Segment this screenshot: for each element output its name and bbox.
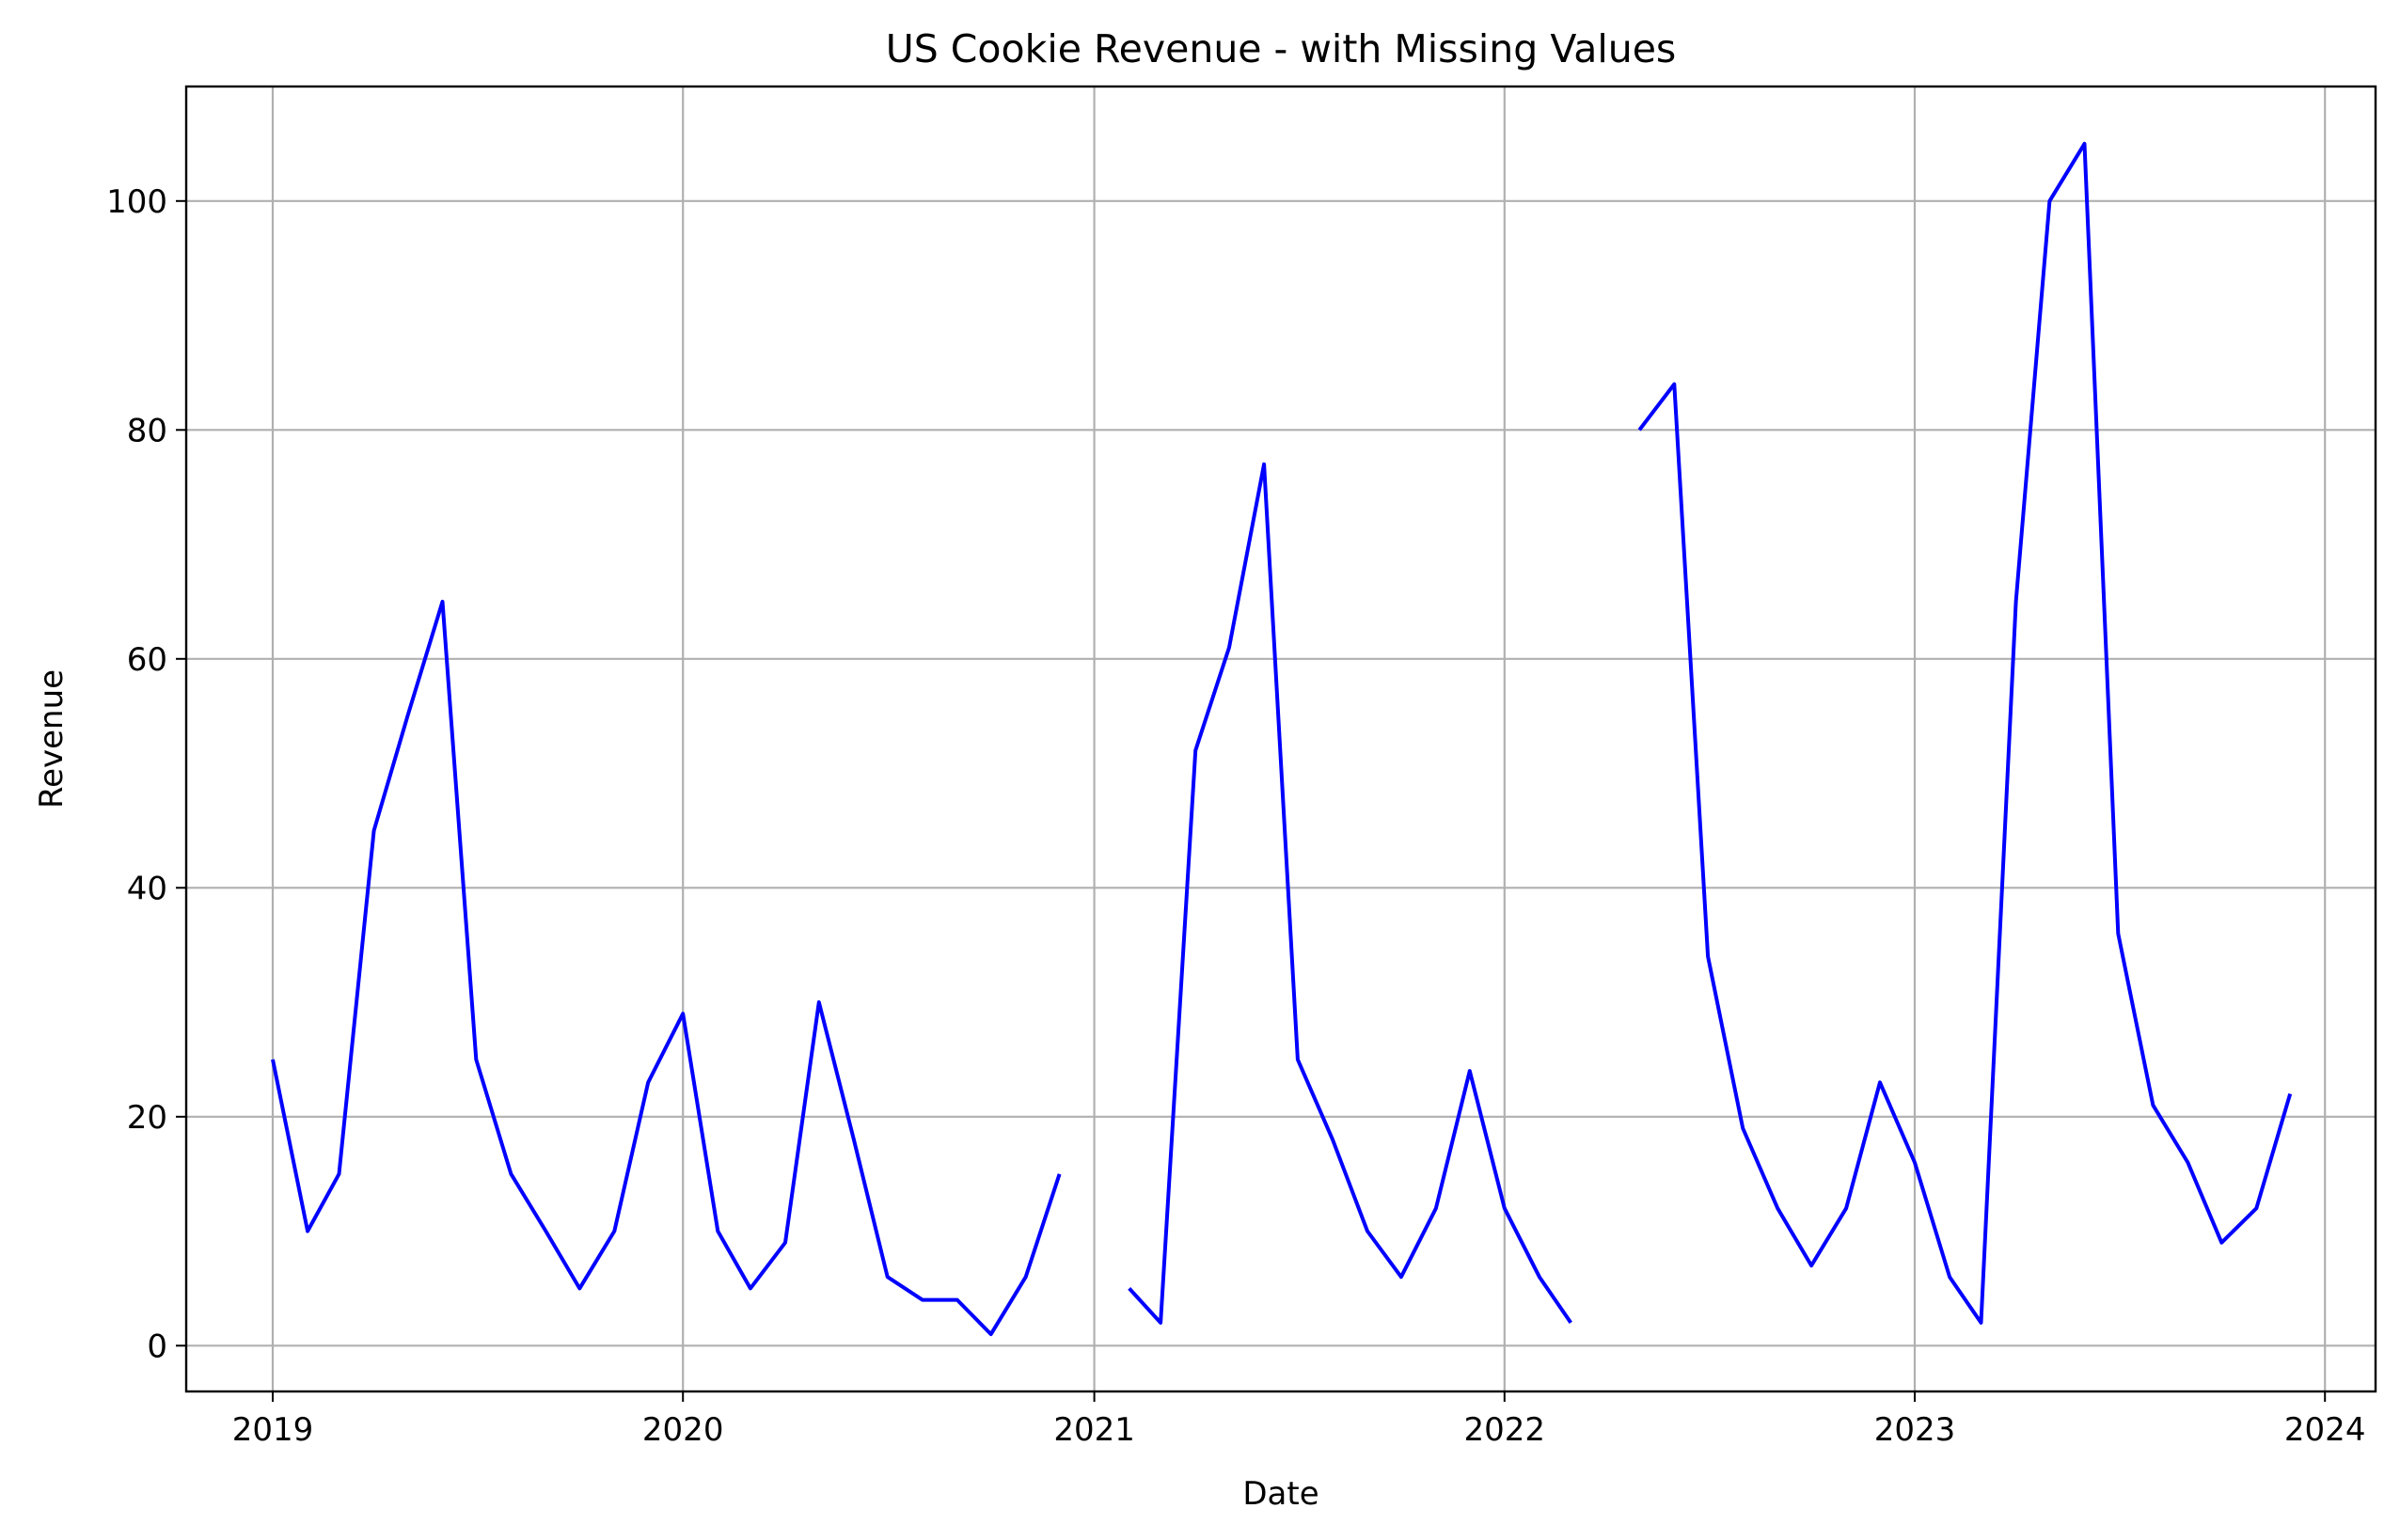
y-tick-label: 0: [147, 1328, 167, 1365]
plot-frame: [184, 85, 2377, 1393]
series-lines: [271, 141, 2293, 1337]
x-tick-label: 2020: [642, 1411, 724, 1449]
x-tick-label: 2019: [232, 1411, 314, 1449]
grid-lines: [186, 86, 2376, 1391]
series-line-segment: [1637, 141, 2293, 1325]
x-tick-label: 2024: [2284, 1411, 2366, 1449]
x-tick-label: 2023: [1874, 1411, 1956, 1449]
x-tick-label: 2022: [1464, 1411, 1546, 1449]
y-tick-label: 60: [127, 641, 167, 679]
x-tick-label: 2021: [1053, 1411, 1135, 1449]
chart-title: US Cookie Revenue - with Missing Values: [886, 26, 1677, 71]
axis-ticks: 2019 2020 2021 2022 2023 2024 0 20 40 60 80 100: [106, 183, 2365, 1449]
y-tick-label: 80: [127, 412, 167, 449]
y-tick-label: 20: [127, 1099, 167, 1137]
y-tick-label: 40: [127, 870, 167, 907]
series-line-segment: [271, 599, 1062, 1337]
y-axis-label: Revenue: [33, 669, 71, 809]
y-tick-label: 100: [106, 183, 167, 221]
series-line-segment: [1128, 462, 1572, 1325]
x-axis-label: Date: [1242, 1475, 1318, 1513]
